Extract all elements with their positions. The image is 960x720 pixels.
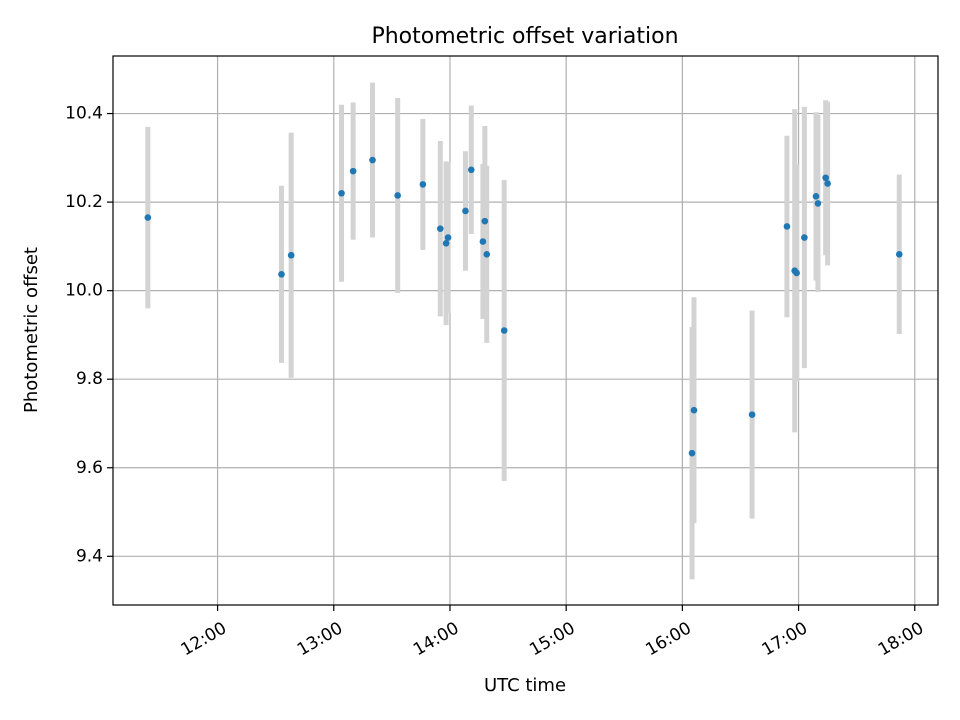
data-point	[442, 239, 450, 247]
data-point	[278, 270, 285, 278]
data-point	[436, 225, 444, 232]
plot-frame	[112, 55, 939, 606]
data-point	[444, 234, 452, 241]
data-point	[338, 189, 345, 197]
data-point	[481, 217, 489, 225]
chart-title: Photometric offset variation	[371, 24, 678, 49]
data-point	[349, 167, 357, 175]
data-point	[748, 411, 756, 418]
data-point	[462, 207, 469, 215]
y-tick-label: 10.0	[65, 281, 103, 301]
data-point	[690, 406, 698, 414]
data-point	[419, 181, 427, 188]
data-point	[814, 200, 822, 207]
data-point	[824, 180, 831, 187]
data-point	[483, 251, 491, 258]
data-point	[812, 193, 820, 200]
y-tick-label: 9.8	[76, 369, 103, 389]
data-point	[144, 214, 152, 221]
data-point	[479, 238, 487, 245]
data-point	[500, 327, 508, 334]
y-tick-label: 10.4	[65, 104, 103, 124]
data-point	[287, 251, 295, 259]
data-point	[793, 269, 800, 277]
data-point	[467, 166, 475, 174]
data-point	[369, 156, 376, 164]
x-axis-label: UTC time	[484, 675, 566, 696]
data-point	[688, 449, 696, 457]
y-tick-label: 9.6	[76, 458, 103, 478]
data-point	[394, 192, 401, 199]
y-tick-label: 10.2	[65, 192, 103, 212]
y-axis-label: Photometric offset	[21, 247, 42, 413]
data-point	[822, 174, 829, 182]
data-point	[783, 223, 791, 230]
data-point	[801, 234, 808, 241]
y-tick-label: 9.4	[76, 546, 103, 566]
data-point	[895, 251, 903, 258]
